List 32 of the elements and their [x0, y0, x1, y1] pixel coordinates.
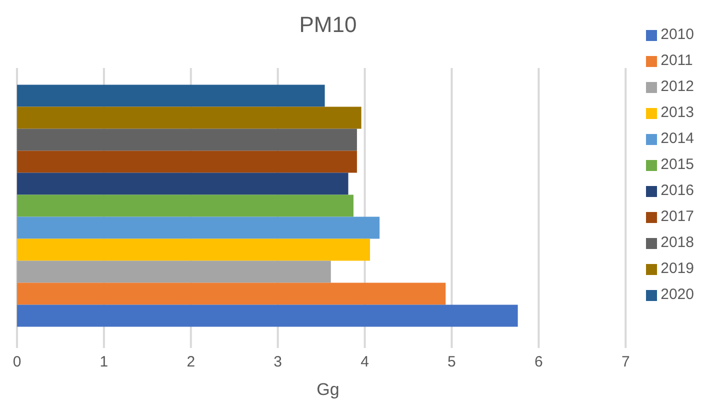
x-tick-label: 0 — [12, 354, 22, 371]
legend-label: 2018 — [660, 234, 694, 251]
legend-label: 2011 — [660, 52, 693, 69]
legend-label: 2020 — [660, 286, 694, 303]
x-tick-label: 3 — [274, 354, 282, 371]
bar — [17, 238, 370, 261]
x-tick-label: 2 — [186, 354, 196, 371]
bar — [17, 194, 354, 217]
bar — [17, 282, 446, 305]
legend-label: 2016 — [660, 182, 694, 199]
legend-label: 2015 — [660, 156, 694, 173]
bar — [17, 106, 362, 129]
chart-title: PM10 — [298, 12, 358, 38]
legend-label: 2014 — [660, 130, 694, 147]
x-tick-label: 6 — [534, 354, 543, 371]
x-tick-label: 7 — [621, 354, 630, 371]
legend-label: 2010 — [660, 26, 694, 43]
legend-label: 2017 — [660, 208, 694, 225]
x-axis-title: Gg — [316, 380, 340, 400]
legend-label: 2019 — [660, 260, 694, 277]
x-tick-label: 1 — [100, 354, 108, 371]
bar — [17, 84, 325, 107]
bar — [17, 150, 357, 173]
x-tick-label: 5 — [448, 354, 456, 371]
bar — [17, 128, 357, 151]
bar — [17, 260, 331, 283]
x-tick-label: 4 — [360, 354, 369, 371]
bar — [17, 304, 518, 327]
legend-label: 2013 — [660, 104, 694, 121]
bar — [17, 172, 348, 195]
bar — [17, 216, 380, 239]
legend-label: 2012 — [660, 78, 694, 95]
